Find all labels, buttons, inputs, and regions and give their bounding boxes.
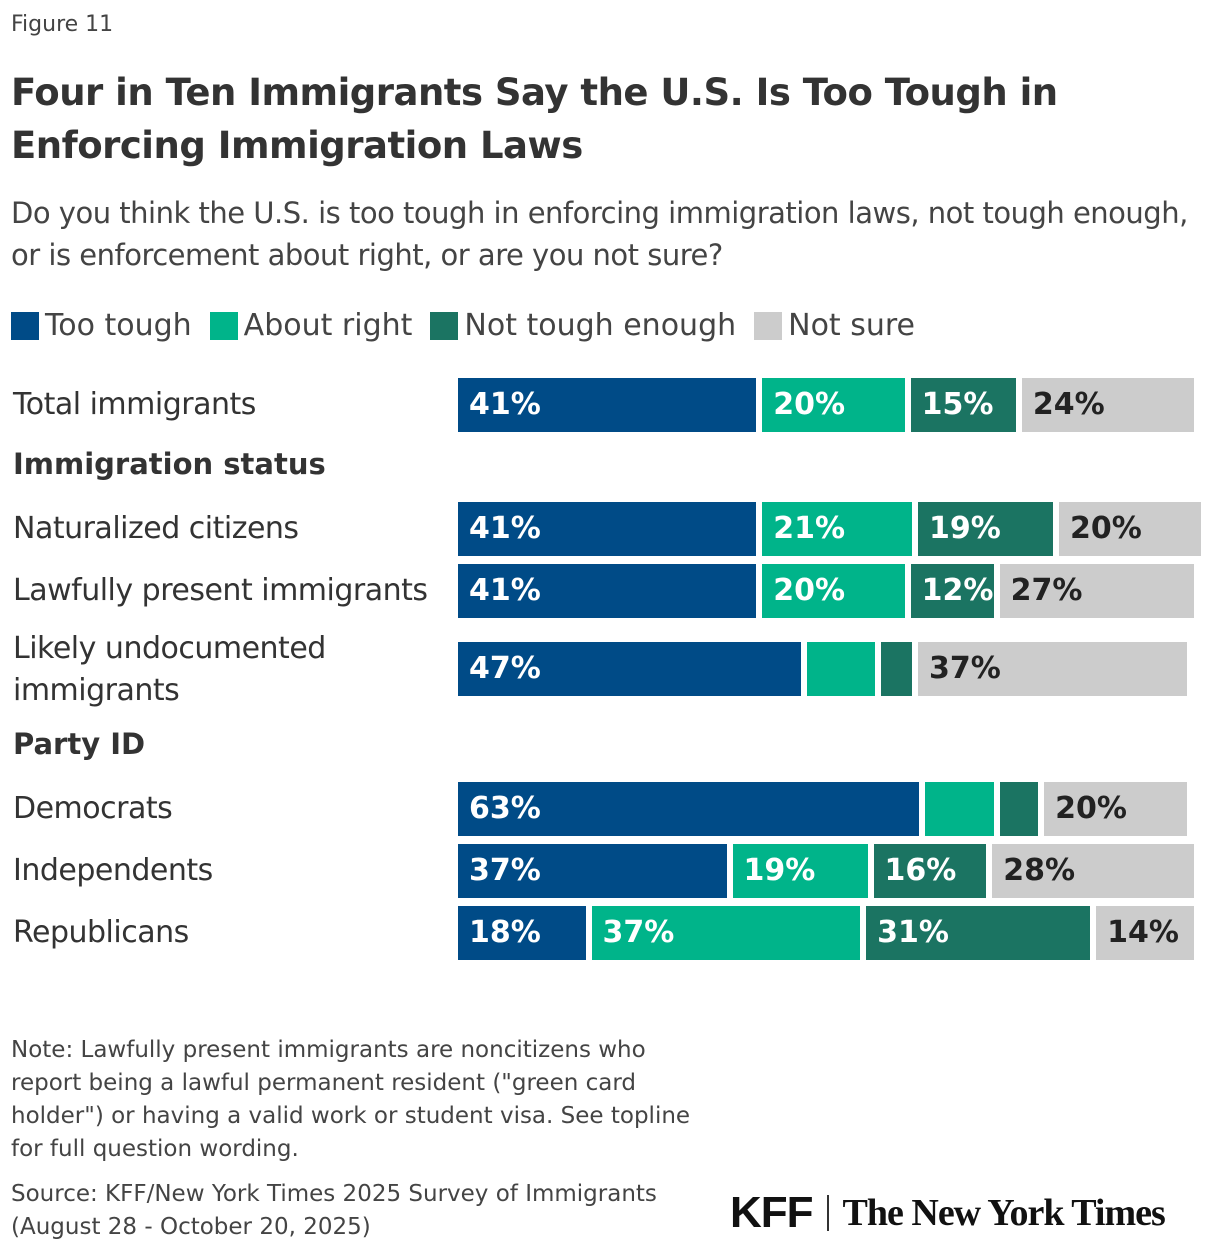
legend-item: Not sure [754,308,915,343]
bar-segment-not-sure: 27% [999,564,1194,618]
group-heading: Immigration status [13,447,326,481]
bar-segment-about-right [806,642,875,696]
data-label: 20% [773,573,846,608]
source: Source: KFF/New York Times 2025 Survey o… [11,1181,657,1240]
bar-segment-not-tough-enough: 31% [866,906,1091,960]
legend-label: Not sure [788,308,915,343]
bar-segment-too-tough: 63% [458,782,920,836]
legend-label: Too tough [45,308,192,343]
bar-segment-about-right: 21% [762,502,913,556]
figure-label: Figure 11 [11,12,114,37]
bar-segment-too-tough: 41% [458,502,757,556]
row-label: Likely undocumented immigrants [13,631,326,708]
data-label: 27% [1010,573,1083,608]
legend-item: Not tough enough [430,308,736,343]
logos: KFF The New York Times [730,1188,1166,1238]
data-label: 15% [921,387,994,422]
bar-segment-about-right: 19% [732,844,868,898]
bar-segment-not-sure: 24% [1021,378,1194,432]
legend-item: Too tough [11,308,192,343]
legend-swatch [209,311,238,340]
bar-segment-not-sure: 20% [1059,502,1202,556]
legend-swatch [754,311,783,340]
bar-segment-not-tough-enough [880,642,913,696]
bar-segment-not-sure: 37% [918,642,1187,696]
data-label: 37% [469,853,541,888]
legend-swatch [11,311,39,340]
data-label: 41% [469,511,541,546]
row-label: Naturalized citizens [13,511,299,546]
data-label: 37% [602,915,675,950]
legend-swatch [430,311,459,340]
bar-segment-not-tough-enough: 12% [910,564,994,618]
row-label: Lawfully present immigrants [13,573,428,608]
bar-segment-not-tough-enough [999,782,1039,836]
data-label: 63% [469,791,541,826]
data-label: 28% [1003,853,1076,888]
data-label: 41% [469,573,541,608]
data-label: 18% [469,915,541,950]
bar-segment-not-sure: 14% [1096,906,1194,960]
data-label: 47% [469,651,541,686]
row-label: Republicans [13,915,189,950]
data-label: 20% [773,387,846,422]
data-label: 12% [921,573,994,608]
data-label: 41% [469,387,541,422]
bar-segment-about-right: 20% [762,378,905,432]
row-label: Total immigrants [13,387,256,422]
bar-segment-about-right: 20% [762,564,905,618]
bar-segment-too-tough: 41% [458,564,757,618]
chart-subtitle: Do you think the U.S. is too tough in en… [11,196,1188,272]
data-label: 19% [743,853,816,888]
row-label: Independents [13,853,213,888]
bar-segment-about-right [925,782,994,836]
data-label: 37% [929,651,1001,686]
logo-divider [826,1195,829,1231]
bar-segment-too-tough: 18% [458,906,586,960]
group-heading: Party ID [13,727,146,761]
bar-segment-not-tough-enough: 19% [918,502,1053,556]
legend-label: About right [243,308,413,343]
data-label: 14% [1107,915,1179,950]
note: Note: Lawfully present immigrants are no… [11,1037,691,1162]
data-label: 20% [1055,791,1127,826]
bar-segment-too-tough: 37% [458,844,727,898]
legend-label: Not tough enough [464,308,737,343]
bar-segment-not-tough-enough: 15% [910,378,1016,432]
legend: Too tough About right Not tough enough Not … [11,308,915,343]
nyt-logo: The New York Times [842,1192,1166,1234]
data-label: 24% [1032,387,1105,422]
data-label: 20% [1070,511,1142,546]
chart-title: Four in Ten Immigrants Say the U.S. Is T… [11,71,1058,167]
data-label: 16% [884,853,957,888]
kff-logo: KFF [730,1188,814,1237]
row-label: Democrats [13,791,173,826]
bar-segment-not-sure: 20% [1044,782,1187,836]
bar-segment-not-tough-enough: 16% [873,844,987,898]
data-label: 19% [929,511,1001,546]
bar-segment-too-tough: 47% [458,642,801,696]
bar-segment-too-tough: 41% [458,378,757,432]
bar-segment-about-right: 37% [591,906,861,960]
data-label: 31% [877,915,949,950]
legend-item: About right [209,308,413,343]
bar-segment-not-sure: 28% [992,844,1194,898]
data-label: 21% [773,511,846,546]
